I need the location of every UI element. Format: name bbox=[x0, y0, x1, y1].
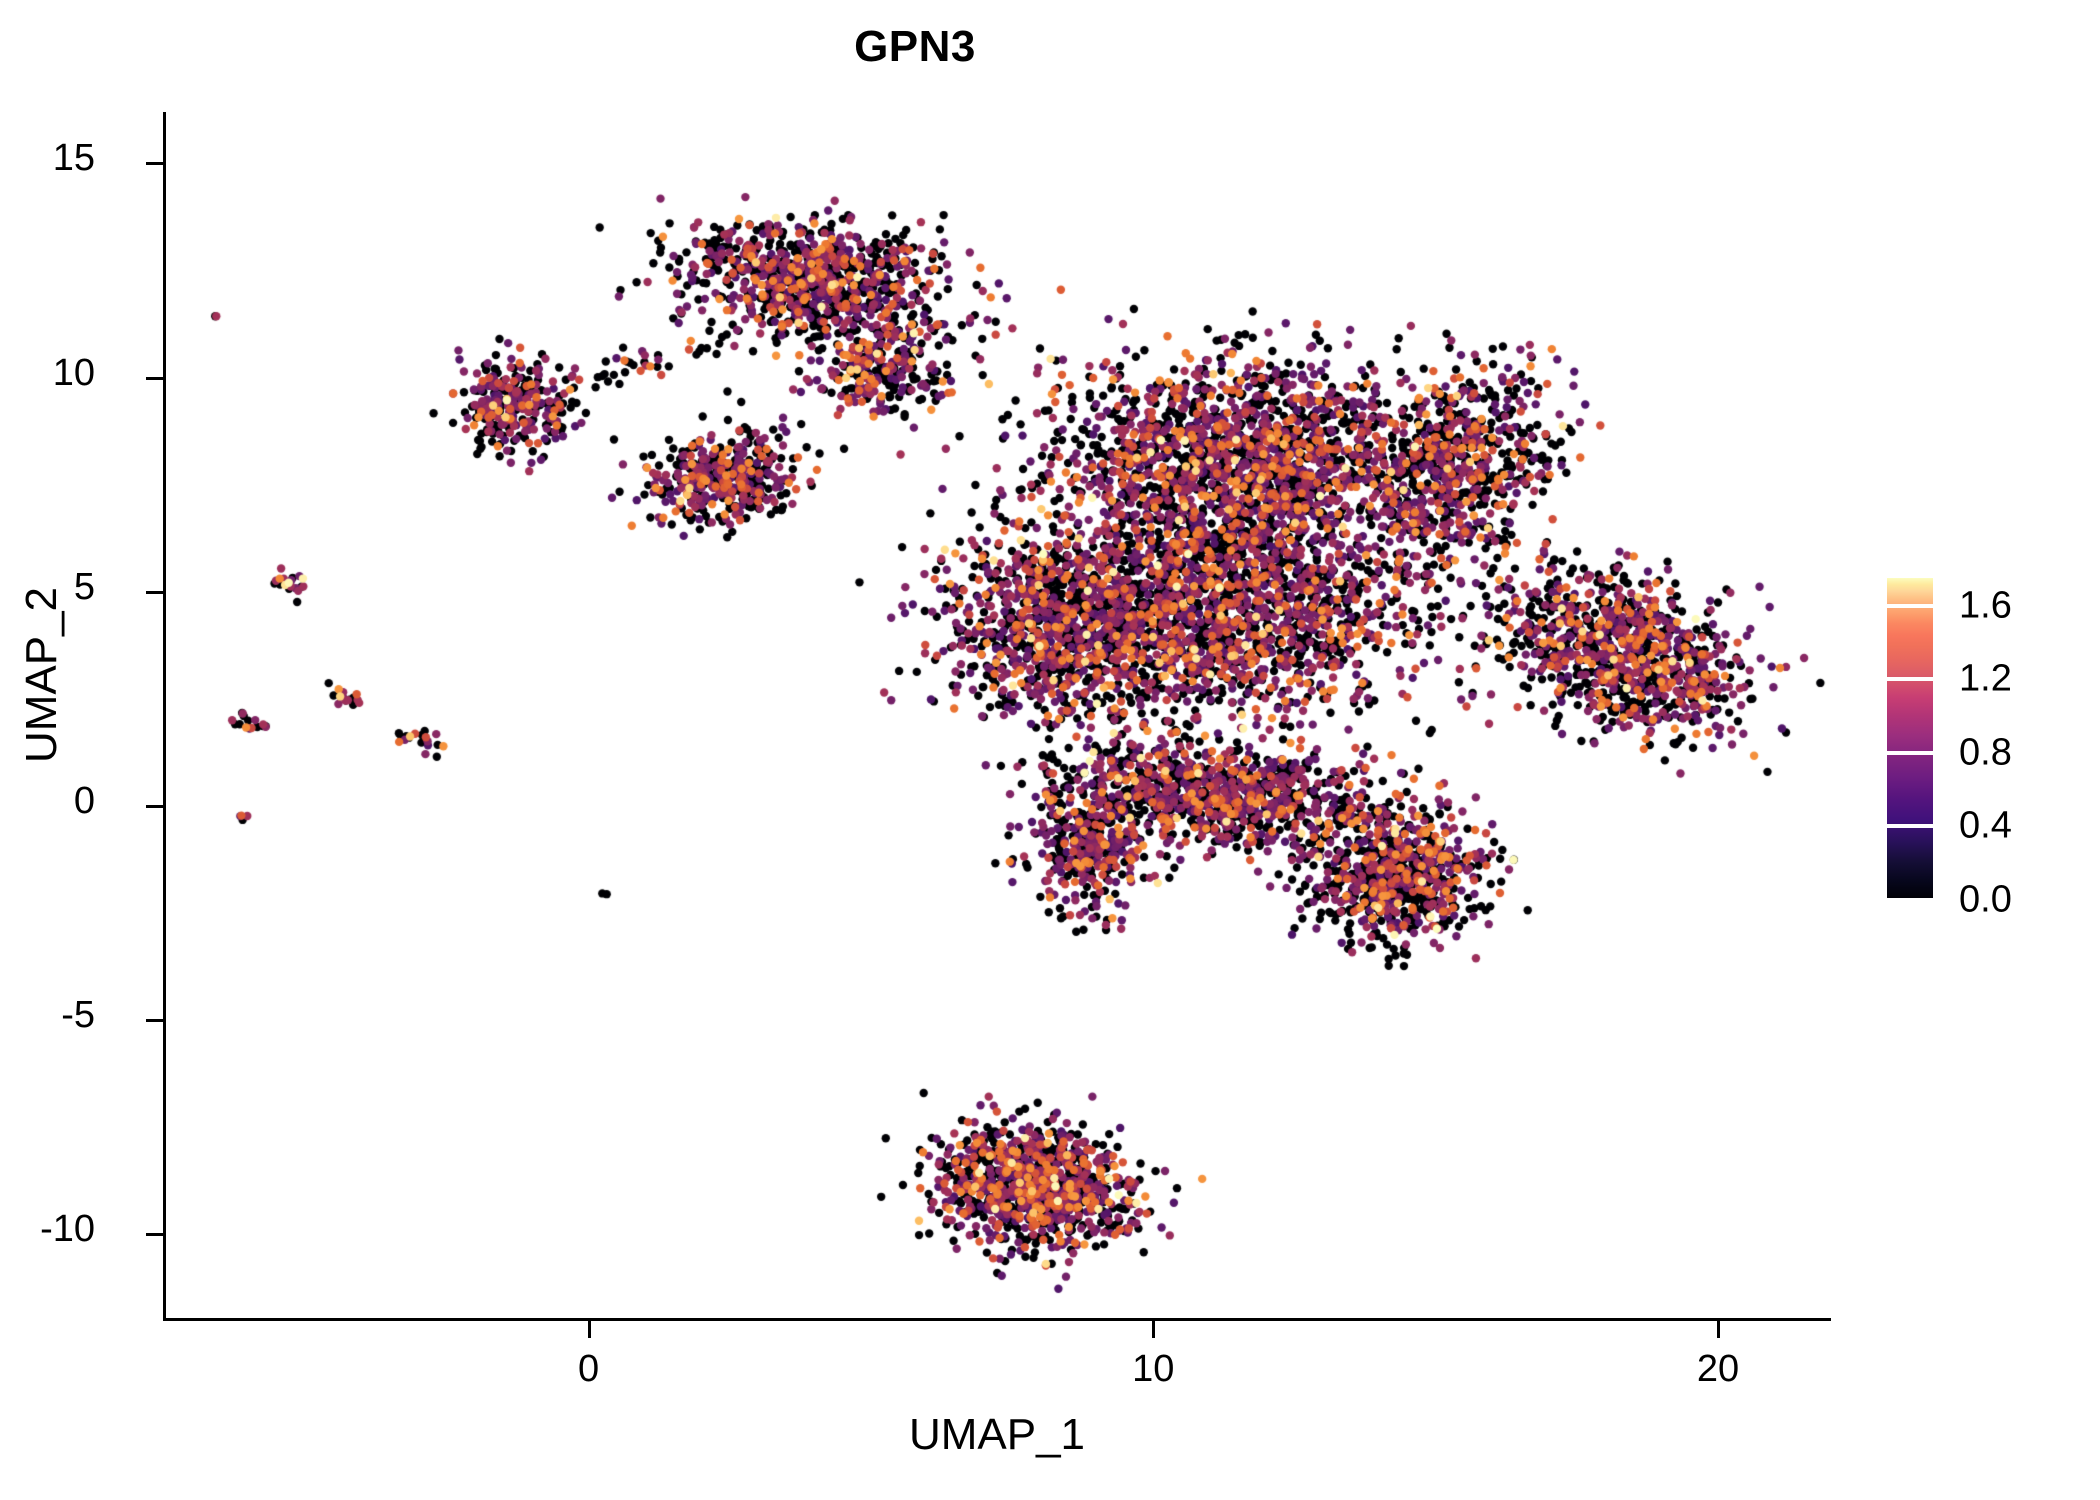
page-title: GPN3 bbox=[854, 22, 976, 71]
y-tick-mark bbox=[146, 162, 164, 166]
colorbar-tick-gap bbox=[1905, 677, 1915, 681]
y-tick-mark bbox=[146, 804, 164, 808]
x-axis-title: UMAP_1 bbox=[908, 1410, 1086, 1459]
colorbar-gradient bbox=[1887, 578, 1933, 900]
colorbar-tick-mark bbox=[1887, 603, 1933, 608]
colorbar-tick-mark bbox=[1887, 824, 1933, 829]
colorbar-tick-mark bbox=[1887, 677, 1933, 682]
x-tick-mark bbox=[587, 1321, 591, 1338]
colorbar-tick-label: 0.4 bbox=[1959, 804, 2012, 847]
x-tick-mark bbox=[1717, 1321, 1721, 1338]
x-tick-label: 0 bbox=[577, 1348, 600, 1390]
y-tick-label: 5 bbox=[73, 565, 95, 608]
colorbar-tick-label: 0.0 bbox=[1959, 878, 2012, 921]
colorbar-tick-gap bbox=[1905, 604, 1915, 608]
y-tick-label: -10 bbox=[40, 1208, 95, 1251]
plot-area bbox=[165, 110, 1831, 1320]
x-tick-label: 10 bbox=[1132, 1348, 1175, 1390]
y-axis-line bbox=[163, 112, 166, 1320]
colorbar-tick-gap bbox=[1905, 898, 1915, 902]
x-tick-mark bbox=[1152, 1321, 1156, 1338]
x-tick-label: 20 bbox=[1696, 1348, 1740, 1390]
y-tick-label: 0 bbox=[73, 779, 95, 822]
y-axis-title: UMAP_2 bbox=[17, 586, 66, 764]
colorbar-tick-mark bbox=[1887, 898, 1933, 902]
y-tick-label: -5 bbox=[61, 994, 95, 1037]
colorbar-tick-label: 0.8 bbox=[1959, 731, 2012, 774]
y-tick-label: 15 bbox=[52, 137, 95, 180]
colorbar-tick-gap bbox=[1905, 824, 1915, 828]
colorbar-tick-label: 1.6 bbox=[1959, 584, 2012, 627]
y-tick-mark bbox=[146, 590, 164, 594]
colorbar-tick-gap bbox=[1905, 751, 1915, 755]
y-tick-label: 10 bbox=[52, 351, 95, 394]
x-axis-line bbox=[163, 1318, 1831, 1321]
colorbar-tick-mark bbox=[1887, 750, 1933, 755]
y-tick-mark bbox=[146, 1233, 164, 1237]
colorbar-tick-label: 1.2 bbox=[1959, 657, 2012, 700]
y-tick-mark bbox=[146, 1019, 164, 1023]
y-tick-mark bbox=[146, 376, 164, 380]
scatter-plot-canvas bbox=[165, 110, 1831, 1320]
